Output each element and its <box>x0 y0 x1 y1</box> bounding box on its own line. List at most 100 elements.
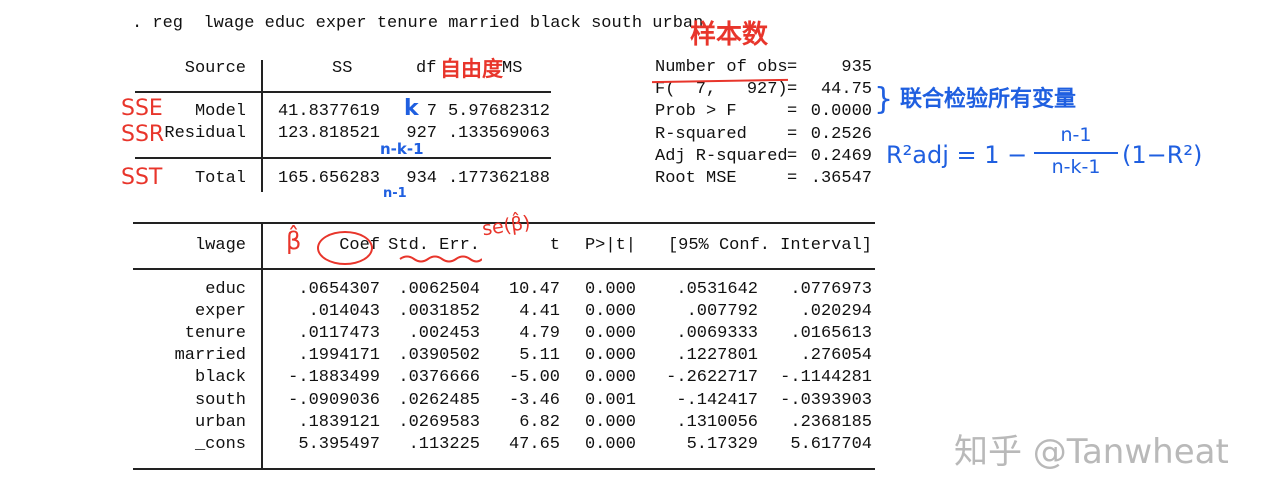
coef-header-p: P>|t| <box>584 236 636 255</box>
annotation-coef-circle <box>317 231 373 265</box>
annotation-n-1: n-1 <box>383 186 407 201</box>
coef-cell-hi: .2368185 <box>790 412 872 432</box>
coef-header-se: Std. Err. <box>388 236 480 255</box>
coef-top-rule <box>133 222 875 224</box>
coef-cell-hi: .0776973 <box>790 280 872 299</box>
stat-value: .36547 <box>810 169 872 188</box>
anova-df: 7 <box>426 102 437 121</box>
coef-cell-t: -5.00 <box>508 368 560 388</box>
annotation-joint-test: 联合检验所有变量 <box>900 87 1077 112</box>
stat-label: Prob > F <box>655 102 737 122</box>
anova-header-rule <box>135 91 551 93</box>
stat-value: 935 <box>841 58 872 77</box>
annotation-ssr: SSR <box>121 122 165 147</box>
anova-total-rule <box>135 157 551 159</box>
coef-cell-se: .0031852 <box>398 302 480 322</box>
annotation-se-squiggle <box>399 255 482 263</box>
coef-cell-lo: 5.17329 <box>686 434 758 454</box>
coef-cell-coef: -.0909036 <box>288 390 380 410</box>
coef-cell-t: 47.65 <box>508 434 560 454</box>
coef-header-t: t <box>549 236 560 255</box>
stat-equals: = <box>787 146 798 166</box>
annotation-beta-hat: β̂ <box>286 227 302 255</box>
stat-value: 0.2526 <box>810 124 872 144</box>
coef-cell-se: .002453 <box>408 324 480 344</box>
coef-cell-lo: .0531642 <box>676 280 758 299</box>
coef-bottom-rule <box>133 468 875 470</box>
stat-label: Root MSE <box>655 169 737 188</box>
coef-cell-lo: .0069333 <box>676 324 758 344</box>
coef-cell-var: black <box>194 368 246 388</box>
annotation-formula-den: n-k-1 <box>1051 156 1101 178</box>
coef-cell-p: 0.000 <box>584 412 636 432</box>
coef-cell-lo: .1310056 <box>676 412 758 432</box>
annotation-fraction-bar <box>1034 152 1118 154</box>
coef-cell-p: 0.000 <box>584 346 636 366</box>
coef-cell-se: .0390502 <box>398 346 480 366</box>
coef-cell-hi: 5.617704 <box>790 434 872 454</box>
coef-cell-hi: .276054 <box>800 346 872 366</box>
coef-cell-var: married <box>174 346 246 366</box>
coef-cell-var: educ <box>205 280 246 299</box>
stat-equals: = <box>787 58 798 77</box>
anova-ms: .177362188 <box>447 169 550 188</box>
anova-source: Model <box>194 102 246 121</box>
coef-cell-se: .0062504 <box>398 280 480 299</box>
coef-cell-se: .113225 <box>408 434 480 454</box>
coef-cell-coef: .0654307 <box>298 280 380 299</box>
coef-cell-se: .0376666 <box>398 368 480 388</box>
coef-cell-hi: -.1144281 <box>780 368 872 388</box>
stat-label: Number of obs <box>655 58 788 77</box>
anova-source: Residual <box>164 124 246 143</box>
anova-ms: 5.97682312 <box>447 102 550 121</box>
anova-header-ms: MS <box>502 59 523 78</box>
coef-cell-coef: .1839121 <box>298 412 380 432</box>
coef-header-rule <box>133 268 875 270</box>
annotation-sse: SSE <box>121 96 163 121</box>
anova-df: 934 <box>406 169 437 188</box>
coef-divider <box>261 223 263 468</box>
coef-cell-var: urban <box>194 412 246 432</box>
anova-ss: 165.656283 <box>277 169 380 188</box>
coef-cell-coef: .014043 <box>308 302 380 322</box>
coef-cell-p: 0.000 <box>584 280 636 299</box>
coef-cell-lo: .007792 <box>686 302 758 322</box>
stat-equals: = <box>787 102 798 122</box>
coef-cell-t: 5.11 <box>519 346 560 366</box>
anova-divider <box>261 60 263 192</box>
coef-cell-t: -3.46 <box>508 390 560 410</box>
coef-cell-lo: -.2622717 <box>666 368 758 388</box>
anova-header-ss: SS <box>332 59 353 78</box>
annotation-formula-rhs: (1−R²) <box>1122 141 1203 169</box>
stat-value: 0.2469 <box>810 146 872 166</box>
coef-cell-t: 6.82 <box>519 412 560 432</box>
anova-df: 927 <box>406 124 437 143</box>
coef-cell-p: 0.000 <box>584 302 636 322</box>
annotation-k: k <box>404 96 419 121</box>
anova-ss: 41.8377619 <box>277 102 380 121</box>
coef-cell-coef: .0117473 <box>298 324 380 344</box>
anova-ss: 123.818521 <box>277 124 380 143</box>
anova-source: Total <box>194 169 246 188</box>
coef-cell-t: 4.79 <box>519 324 560 344</box>
coef-header-ci: [95% Conf. Interval] <box>667 236 872 255</box>
command-line: . reg lwage educ exper tenure married bl… <box>132 14 704 33</box>
coef-cell-p: 0.001 <box>584 390 636 410</box>
annotation-sst: SST <box>121 165 163 190</box>
stat-equals: = <box>787 124 798 144</box>
anova-header-source: Source <box>184 59 246 78</box>
coef-cell-var: exper <box>194 302 246 322</box>
anova-header-df: df <box>416 59 437 78</box>
stat-value: 44.75 <box>820 80 872 100</box>
watermark: 知乎 @Tanwheat <box>954 432 1229 472</box>
stat-equals: = <box>787 169 798 188</box>
coef-cell-hi: .0165613 <box>790 324 872 344</box>
coef-cell-t: 4.41 <box>519 302 560 322</box>
coef-cell-coef: -.1883499 <box>288 368 380 388</box>
coef-cell-se: .0262485 <box>398 390 480 410</box>
coef-cell-coef: 5.395497 <box>298 434 380 454</box>
coef-cell-se: .0269583 <box>398 412 480 432</box>
coef-header-dep: lwage <box>194 236 246 255</box>
annotation-dof: 自由度 <box>440 57 503 81</box>
